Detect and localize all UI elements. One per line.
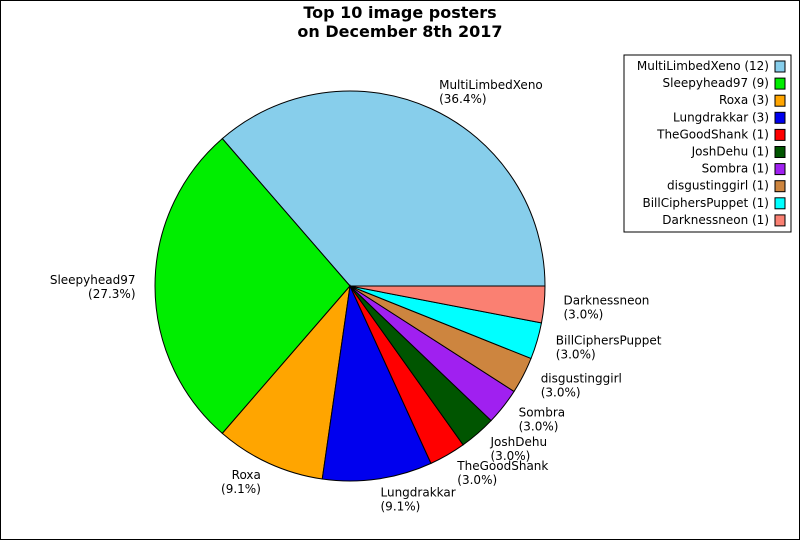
legend: MultiLimbedXeno (12) Sleepyhead97 (9) Roxa…	[623, 54, 792, 233]
legend-label-joshdehu: JoshDehu (1)	[691, 145, 769, 159]
legend-label-billcipherspuppet: BillCiphersPuppet (1)	[642, 196, 769, 210]
pie-slice-roxa	[221, 284, 351, 480]
slice-label-multilimbedxeno: MultiLimbedXeno (36.4%)	[439, 78, 543, 106]
legend-label-lungdrakkar: Lungdrakkar (3)	[673, 110, 769, 124]
slice-label-joshdehu: JoshDehu (3.0%)	[490, 435, 548, 463]
legend-label-disgustinggirl: disgustinggirl (1)	[667, 179, 769, 193]
legend-swatch-joshdehu	[774, 146, 786, 158]
legend-swatch-darknessneon	[774, 214, 786, 227]
legend-label-darknessneon: Darknessneon (1)	[662, 213, 769, 227]
slice-label-roxa: Roxa (9.1%)	[221, 468, 261, 496]
legend-label-sleepyhead97: Sleepyhead97 (9)	[663, 76, 769, 90]
slice-label-lungdrakkar: Lungdrakkar (9.1%)	[381, 485, 456, 513]
legend-swatch-billcipherspuppet	[774, 197, 786, 210]
slice-label-disgustinggirl: disgustinggirl (3.0%)	[541, 371, 622, 399]
pie-slice-multilimbedxeno	[221, 90, 546, 287]
legend-label-roxa: Roxa (3)	[719, 93, 769, 107]
slice-label-billcipherspuppet: BillCiphersPuppet (3.0%)	[556, 333, 662, 361]
pie-slice-lungdrakkar	[321, 284, 432, 482]
legend-swatch-thegoodshank	[774, 128, 786, 141]
slice-label-darknessneon: Darknessneon (3.0%)	[564, 293, 650, 321]
legend-box	[623, 54, 792, 233]
pie-slices	[154, 90, 546, 482]
legend-label-multilimbedxeno: MultiLimbedXeno (12)	[637, 59, 769, 73]
legend-swatch-sombra	[774, 163, 786, 176]
slice-label-sleepyhead97: Sleepyhead97 (27.3%)	[50, 273, 136, 301]
legend-swatch-multilimbedxeno	[774, 60, 786, 73]
slice-label-sombra: Sombra (3.0%)	[519, 406, 566, 434]
slice-labels: MultiLimbedXeno (36.4%) Sleepyhead97 (27.3%…	[50, 78, 662, 513]
legend-swatch-roxa	[774, 94, 786, 107]
chart-title-line-1: Top 10 image posters	[303, 3, 496, 22]
pie-slice-darknessneon	[349, 285, 546, 324]
legend-label-sombra: Sombra (1)	[702, 162, 769, 176]
pie-slice-sleepyhead97	[154, 137, 351, 435]
legend-label-thegoodshank: TheGoodShank (1)	[656, 127, 769, 141]
chart-title-line-2: on December 8th 2017	[297, 22, 502, 41]
legend-swatch-lungdrakkar	[774, 111, 786, 124]
slice-label-thegoodshank: TheGoodShank (3.0%)	[456, 459, 548, 487]
legend-swatch-sleepyhead97	[774, 77, 786, 90]
legend-swatch-disgustinggirl	[774, 180, 786, 193]
